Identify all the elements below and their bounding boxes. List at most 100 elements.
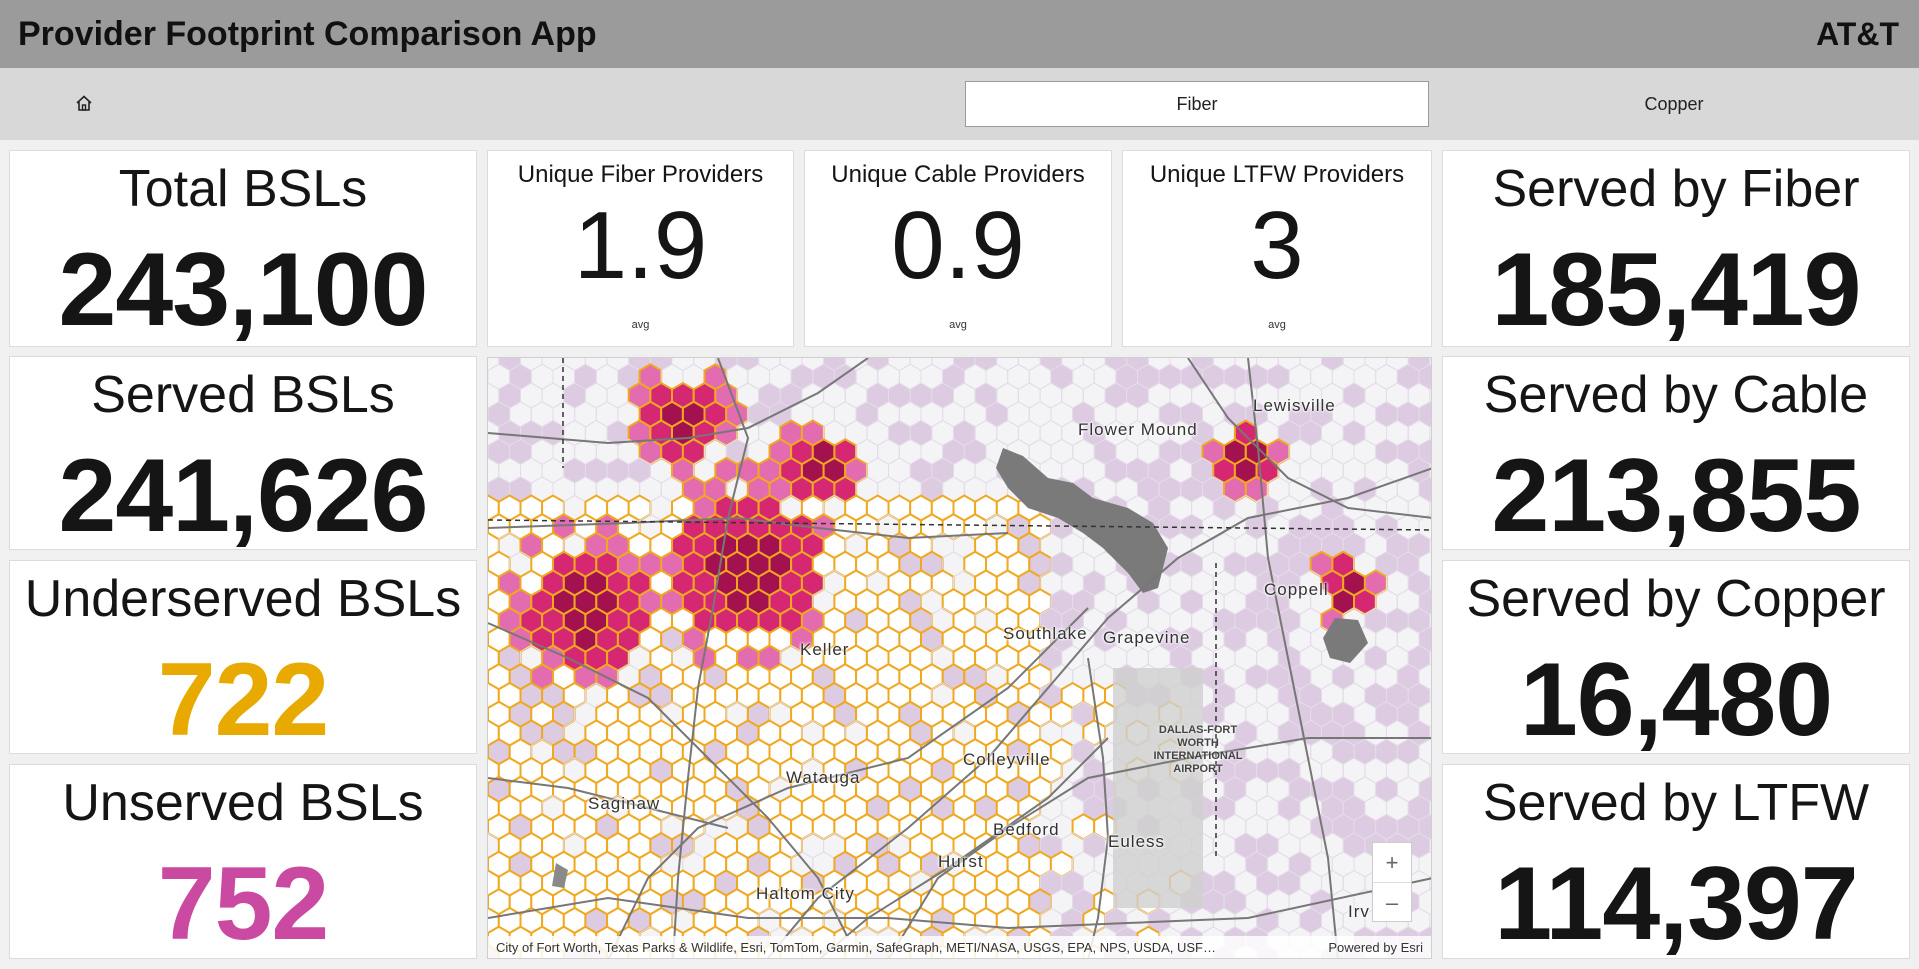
hex-cell xyxy=(1202,551,1225,578)
hex-cell xyxy=(563,457,586,484)
road xyxy=(818,737,1109,958)
attribution-text[interactable]: City of Fort Worth, Texas Parks & Wildli… xyxy=(496,939,1216,955)
hex-cell xyxy=(909,419,933,447)
map-view[interactable]: Lewisville Flower Mound Coppell Southlak… xyxy=(487,357,1432,959)
hex-cell xyxy=(606,457,630,484)
total-bsls-card: Total BSLs 243,100 xyxy=(9,150,477,347)
zoom-in-button[interactable]: + xyxy=(1373,843,1411,883)
hex-cell xyxy=(833,401,857,428)
card-value: 114,397 xyxy=(1494,846,1858,959)
card-label: Unique Cable Providers xyxy=(831,161,1085,188)
card-value: 213,855 xyxy=(1491,438,1862,550)
hex-cell xyxy=(1418,888,1431,915)
hex-cell xyxy=(488,358,500,372)
card-value: 3 xyxy=(1250,192,1304,299)
hex-cell xyxy=(671,358,695,372)
hex-cell xyxy=(1050,438,1074,465)
card-value: 185,419 xyxy=(1491,232,1862,347)
hex-cell xyxy=(1180,588,1203,615)
hex-cell xyxy=(1375,476,1398,503)
powered-by-esri[interactable]: Powered by Esri xyxy=(1328,939,1423,955)
card-value: 722 xyxy=(157,642,330,754)
place-label: Coppell xyxy=(1264,580,1329,599)
hex-cell xyxy=(1342,419,1366,447)
hex-cell xyxy=(1050,401,1074,428)
hex-cell xyxy=(1342,382,1366,409)
card-label: Total BSLs xyxy=(118,160,368,218)
tab-fiber[interactable]: Fiber xyxy=(965,81,1429,127)
hex-cell xyxy=(866,358,889,372)
hex-cell xyxy=(1028,401,1052,428)
hex-cell xyxy=(714,794,738,822)
card-label: Served by Fiber xyxy=(1492,160,1860,218)
map-attribution: City of Fort Worth, Texas Parks & Wildli… xyxy=(488,936,1431,958)
hex-cell xyxy=(1028,438,1052,465)
card-value: 16,480 xyxy=(1519,642,1833,754)
hex-cell xyxy=(1256,719,1279,747)
hex-cell xyxy=(736,358,760,372)
hex-cell xyxy=(541,457,565,484)
hex-cell xyxy=(1017,419,1041,447)
card-value: 0.9 xyxy=(891,192,1025,299)
hex-cell xyxy=(1256,757,1279,784)
unique-ltfw-providers-card: Unique LTFW Providers 3 avg xyxy=(1122,150,1432,347)
hex-cell xyxy=(1418,401,1431,428)
zoom-out-button[interactable]: – xyxy=(1385,889,1399,915)
card-label: Unique LTFW Providers xyxy=(1149,161,1405,188)
hex-cell xyxy=(1342,869,1366,897)
unique-cable-providers-card: Unique Cable Providers 0.9 avg xyxy=(804,150,1112,347)
road-layer xyxy=(488,358,1431,958)
served-by-copper-card: Served by Copper 16,480 xyxy=(1442,560,1910,754)
hex-cell xyxy=(888,419,911,447)
hex-cell xyxy=(1375,438,1398,465)
place-label: Euless xyxy=(1108,832,1166,851)
app-title: Provider Footprint Comparison App xyxy=(18,14,597,53)
home-button[interactable] xyxy=(66,90,102,120)
nav-bar: Fiber Copper xyxy=(0,68,1919,140)
hex-cell xyxy=(1375,738,1398,765)
card-label: Served by LTFW xyxy=(1482,774,1870,832)
hex-cell xyxy=(888,382,911,409)
hex-cell xyxy=(909,382,933,409)
served-by-fiber-card: Served by Fiber 185,419 xyxy=(1442,150,1910,347)
place-label: Irv xyxy=(1348,902,1370,921)
hex-cell xyxy=(811,813,836,841)
road xyxy=(607,607,1089,958)
hex-cell xyxy=(1375,401,1398,428)
hex-cell xyxy=(1342,358,1366,372)
map-canvas[interactable] xyxy=(488,358,1432,959)
place-label: Lewisville xyxy=(1253,396,1336,415)
water-layer xyxy=(552,448,1368,888)
county-boundaries xyxy=(488,358,1431,858)
hex-cell xyxy=(1396,401,1420,428)
tab-copper[interactable]: Copper xyxy=(1644,93,1704,114)
hex-cell xyxy=(1017,358,1041,372)
road xyxy=(488,877,1431,930)
hex-cell xyxy=(1049,700,1074,728)
hex-cell xyxy=(1082,906,1106,935)
road xyxy=(767,467,1431,958)
road xyxy=(1247,358,1339,958)
card-label: Served by Cable xyxy=(1483,366,1869,424)
hex-cell xyxy=(1082,358,1106,372)
hex-cell xyxy=(1017,382,1041,409)
airport-area xyxy=(1113,668,1203,908)
card-value: 243,100 xyxy=(58,232,429,347)
road xyxy=(1087,657,1110,958)
hex-cell xyxy=(1299,607,1322,634)
card-value: 1.9 xyxy=(573,192,708,299)
card-sublabel: avg xyxy=(949,319,967,331)
zoom-controls: + – xyxy=(1372,842,1412,922)
served-by-cable-card: Served by Cable 213,855 xyxy=(1442,356,1910,550)
place-label: Saginaw xyxy=(588,794,661,813)
north-lake xyxy=(1323,618,1368,663)
place-label: Southlake xyxy=(1003,624,1088,643)
road xyxy=(1187,358,1431,519)
hex-cell xyxy=(584,457,608,484)
hex-cell xyxy=(541,419,565,447)
served-by-ltfw-card: Served by LTFW 114,397 xyxy=(1442,764,1910,959)
hex-cell xyxy=(1245,663,1268,690)
hex-cell xyxy=(888,457,911,484)
hex-cell xyxy=(974,906,998,935)
hex-cell xyxy=(1050,551,1074,578)
